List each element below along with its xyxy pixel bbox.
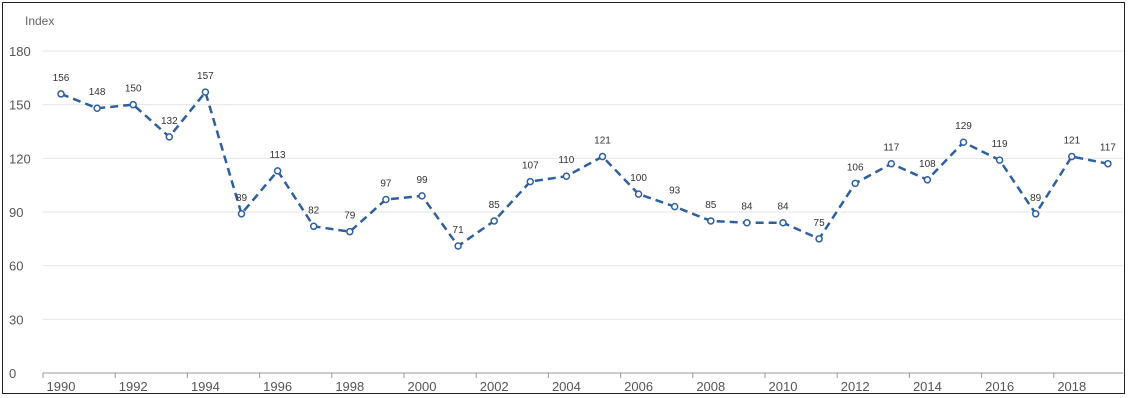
y-tick-label-30: 30	[9, 312, 23, 327]
data-point-2007	[670, 202, 679, 211]
x-axis-ticks: 1990 1992 1994 1996 1998 2000 2002 2004 2006 2008…	[42, 373, 1086, 394]
data-label-1997: 82	[308, 205, 320, 216]
data-label-2008: 85	[705, 200, 717, 211]
x-tick-label-1992: 1992	[119, 379, 148, 394]
data-label-2005: 121	[594, 136, 611, 147]
data-label-2002: 85	[489, 200, 501, 211]
data-label-2003: 107	[522, 161, 539, 172]
data-point-2018	[1068, 152, 1076, 161]
data-point-2016	[995, 156, 1004, 164]
data-label-2001: 71	[453, 225, 465, 236]
data-label-1993: 132	[161, 116, 178, 127]
data-label-2009: 84	[741, 202, 753, 213]
x-tick-label-1998: 1998	[335, 379, 364, 394]
series-group	[57, 88, 1112, 250]
data-point-2013	[887, 159, 896, 168]
data-point-1992	[129, 100, 137, 109]
x-tick-label-2006: 2006	[624, 379, 653, 394]
x-tick-label-1990: 1990	[47, 379, 76, 394]
data-label-1994: 157	[197, 71, 214, 82]
data-label-2006: 100	[630, 173, 647, 184]
gridlines	[43, 50, 1123, 320]
data-label-2019: 117	[1100, 143, 1116, 154]
data-label-2010: 84	[777, 202, 789, 213]
data-label-2014: 108	[919, 159, 936, 170]
x-tick-label-2002: 2002	[480, 379, 509, 394]
data-label-2016: 119	[992, 139, 1008, 150]
x-tick-label-1994: 1994	[191, 379, 220, 394]
data-point-2019	[1104, 159, 1112, 168]
chart-frame: Index 0 30 60 90 120 150 180 1990 1992 1994 1996 1…	[2, 2, 1125, 394]
data-label-2004: 110	[558, 155, 574, 166]
data-label-1998: 79	[344, 211, 356, 222]
data-point-2014	[923, 176, 932, 184]
data-label-2013: 117	[883, 143, 899, 154]
x-tick-label-2000: 2000	[408, 379, 437, 394]
data-point-2012	[851, 179, 859, 188]
y-axis-ticks: 0 30 60 90 120 150 180	[9, 44, 31, 381]
data-point-2011	[815, 235, 823, 243]
data-label-2000: 99	[416, 175, 428, 186]
data-point-2008	[707, 217, 715, 225]
data-point-1995	[237, 210, 246, 218]
data-label-1995: 89	[236, 193, 248, 204]
data-point-2001	[454, 242, 462, 250]
data-label-1999: 97	[380, 178, 392, 189]
data-label-1996: 113	[270, 150, 286, 161]
y-tick-label-60: 60	[9, 259, 23, 274]
data-labels: 156 148 150 132 157 89 113 82 79 97 99 71 85 107 110 12…	[53, 71, 1117, 236]
data-point-2006	[634, 190, 643, 198]
data-point-1994	[201, 88, 210, 96]
data-point-1991	[93, 104, 101, 112]
data-point-2010	[779, 218, 787, 227]
data-point-2002	[490, 217, 498, 225]
x-tick-label-2014: 2014	[913, 379, 942, 394]
data-label-2017: 89	[1030, 193, 1042, 204]
data-point-2009	[743, 218, 751, 227]
data-label-1991: 148	[89, 87, 106, 98]
x-tick-label-2010: 2010	[769, 379, 798, 394]
data-label-1992: 150	[125, 84, 142, 95]
data-point-2003	[526, 177, 535, 186]
data-point-2017	[1031, 210, 1040, 218]
data-point-1996	[273, 167, 282, 175]
y-tick-label-180: 180	[9, 44, 31, 59]
data-point-1990	[57, 90, 65, 98]
data-label-2011: 75	[814, 218, 826, 229]
data-label-2007: 93	[669, 186, 681, 197]
data-label-1990: 156	[53, 73, 70, 84]
y-tick-label-90: 90	[9, 205, 23, 220]
data-point-1997	[309, 222, 318, 231]
data-point-1999	[382, 195, 390, 204]
data-point-2000	[418, 192, 426, 200]
y-tick-label-0: 0	[9, 366, 16, 381]
data-label-2018: 121	[1063, 136, 1080, 147]
x-tick-label-2016: 2016	[985, 379, 1014, 394]
data-point-2004	[562, 172, 571, 180]
data-label-2012: 106	[847, 162, 864, 173]
series-line-0	[60, 89, 1109, 248]
x-tick-label-2012: 2012	[841, 379, 870, 394]
x-tick-label-1996: 1996	[263, 379, 292, 394]
y-tick-label-120: 120	[9, 151, 31, 166]
data-point-2005	[598, 152, 607, 161]
y-tick-label-150: 150	[9, 98, 31, 113]
data-point-1993	[165, 133, 174, 141]
x-tick-label-2008: 2008	[696, 379, 725, 394]
x-tick-label-2004: 2004	[552, 379, 581, 394]
data-point-2015	[959, 138, 968, 146]
data-label-2015: 129	[955, 121, 972, 132]
data-point-1998	[346, 227, 354, 236]
y-axis-label: Index	[25, 14, 54, 28]
x-tick-label-2018: 2018	[1057, 379, 1086, 394]
